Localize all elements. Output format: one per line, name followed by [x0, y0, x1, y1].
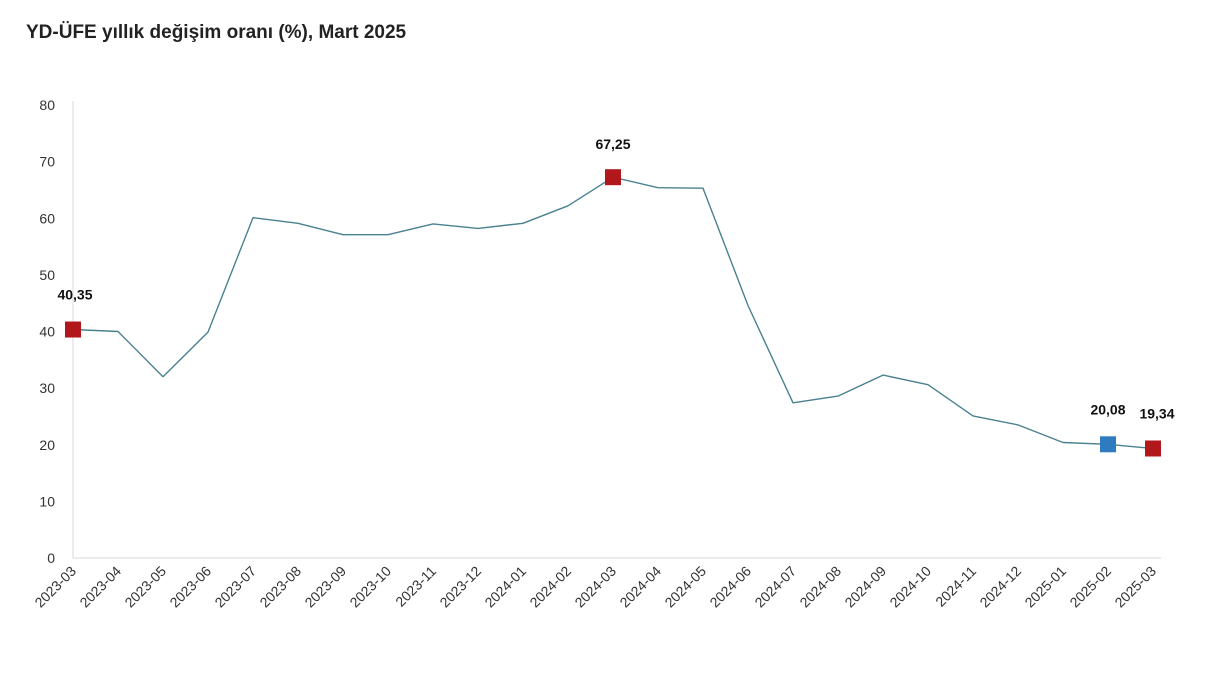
series-line-layer	[72, 176, 1154, 450]
data-label-layer: 40,35 67,25 20,08 19,34	[57, 136, 1174, 421]
x-tick-label: 2024-10	[886, 563, 934, 611]
x-tick-label: 2024-04	[616, 563, 664, 611]
y-tick-label: 10	[39, 493, 55, 509]
y-tick-label: 50	[39, 267, 55, 283]
x-tick-label: 2024-05	[661, 563, 709, 611]
x-tick-label: 2024-03	[571, 563, 619, 611]
x-tick-label: 2024-12	[976, 563, 1024, 611]
x-tick-label: 2024-01	[481, 563, 529, 611]
x-tick-label: 2024-08	[796, 563, 844, 611]
x-tick-label: 2023-06	[166, 563, 214, 611]
chart-title: YD-ÜFE yıllık değişim oranı (%), Mart 20…	[26, 22, 407, 43]
y-tick-label: 60	[39, 210, 55, 226]
x-tick-label: 2023-07	[211, 563, 259, 611]
series-line	[72, 176, 1154, 450]
x-tick-label: 2023-12	[436, 563, 484, 611]
data-label: 19,34	[1139, 405, 1174, 421]
highlight-marker	[65, 321, 81, 338]
x-tick-label: 2023-08	[256, 563, 304, 611]
data-label: 40,35	[57, 287, 92, 303]
y-tick-label: 0	[47, 550, 55, 566]
y-tick-label: 70	[39, 154, 55, 170]
x-tick-label: 2024-02	[526, 563, 574, 611]
y-tick-label: 80	[39, 97, 55, 113]
x-tick-label: 2023-05	[121, 563, 169, 611]
x-tick-label: 2025-02	[1066, 563, 1114, 611]
x-tick-label: 2025-03	[1111, 563, 1159, 611]
data-label: 20,08	[1090, 401, 1125, 417]
data-label: 67,25	[595, 136, 630, 152]
y-tick-label: 20	[39, 437, 55, 453]
axes-layer: 010203040506070802023-032023-042023-0520…	[31, 97, 1161, 610]
y-tick-label: 30	[39, 380, 55, 396]
x-tick-label: 2025-01	[1021, 563, 1069, 611]
highlight-marker	[1145, 440, 1161, 457]
x-tick-label: 2023-11	[392, 563, 439, 610]
highlight-marker	[605, 169, 621, 186]
x-tick-label: 2024-07	[751, 563, 799, 611]
x-tick-label: 2024-11	[932, 563, 979, 610]
highlight-marker	[1100, 436, 1116, 453]
marker-layer	[65, 169, 1161, 457]
x-tick-label: 2024-09	[841, 563, 889, 611]
x-tick-label: 2023-04	[76, 563, 124, 611]
x-tick-label: 2023-09	[301, 563, 349, 611]
y-tick-label: 40	[39, 324, 55, 340]
x-tick-label: 2023-03	[31, 563, 79, 611]
x-tick-label: 2023-10	[346, 563, 394, 611]
x-tick-label: 2024-06	[706, 563, 754, 611]
